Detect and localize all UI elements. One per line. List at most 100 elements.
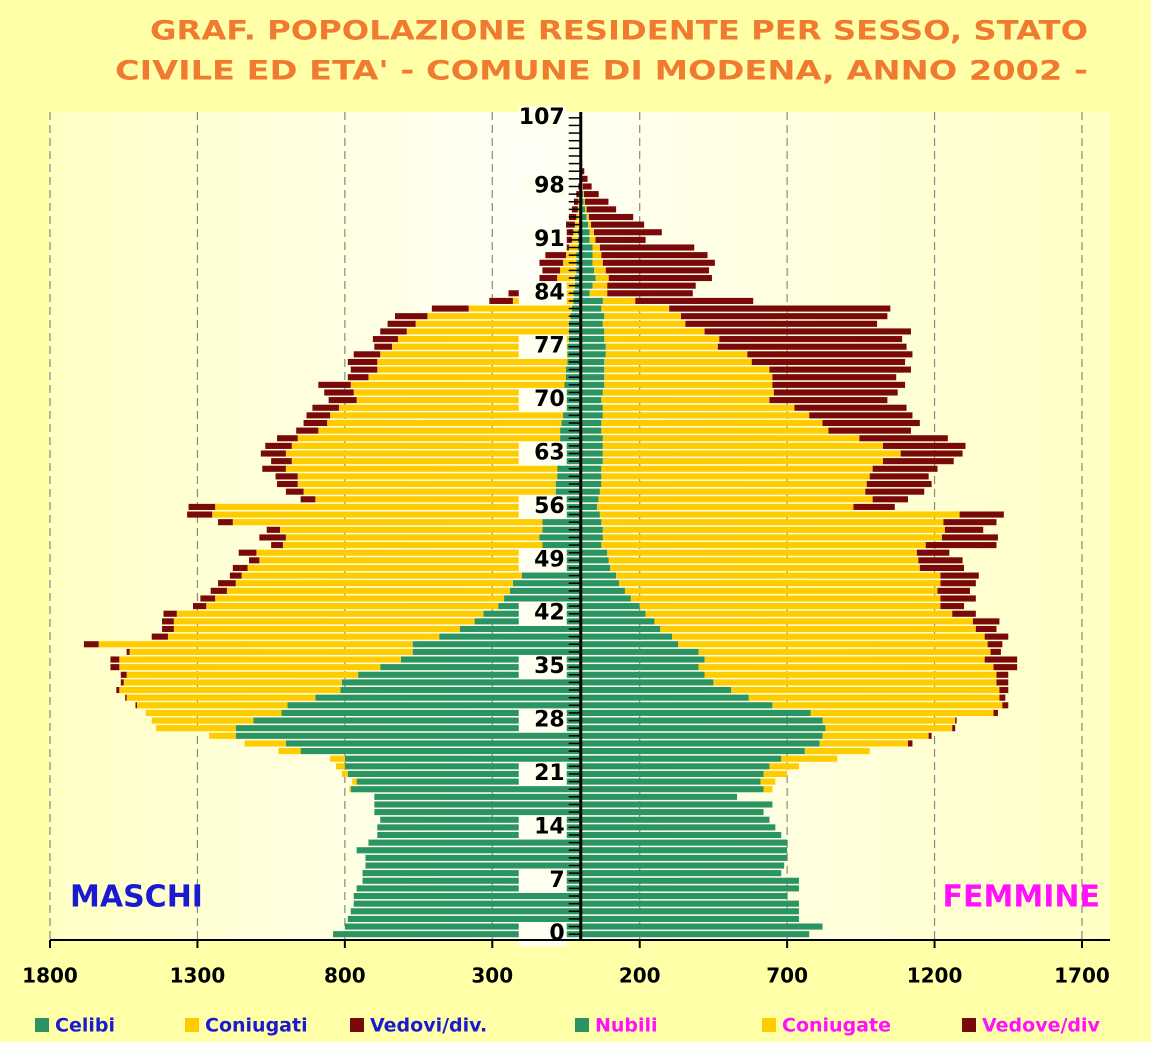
chart-title: CIVILE ED ETA' - COMUNE DI MODENA, ANNO … — [115, 56, 1088, 87]
bar — [253, 717, 581, 724]
bar — [584, 198, 609, 205]
bar — [605, 351, 748, 358]
bar — [555, 480, 581, 488]
bar — [919, 564, 965, 572]
y-tick-label-bg — [518, 548, 567, 573]
bar — [580, 702, 773, 709]
bar — [959, 511, 1004, 518]
bar — [869, 473, 929, 480]
y-tick-label-bg — [518, 227, 567, 252]
bar — [397, 336, 569, 343]
bar — [616, 572, 941, 579]
bar — [604, 328, 705, 335]
bar — [241, 572, 522, 579]
bar — [580, 549, 608, 556]
bar — [952, 610, 976, 617]
bar — [380, 351, 568, 358]
bar — [427, 313, 571, 320]
bar — [882, 442, 966, 449]
bar — [822, 419, 920, 427]
bar — [580, 320, 603, 327]
bar — [406, 328, 569, 335]
bar — [900, 450, 963, 457]
bar — [580, 892, 788, 900]
bar — [545, 252, 566, 259]
bar — [392, 343, 568, 350]
legend-label: Coniugati — [205, 1015, 308, 1037]
bar — [306, 412, 331, 419]
bar — [368, 839, 581, 846]
y-tick-label: 7 — [549, 868, 564, 893]
y-tick-label-bg — [518, 441, 567, 466]
bar — [285, 450, 559, 457]
bar — [353, 892, 581, 900]
bar — [271, 542, 283, 549]
bar — [619, 580, 941, 587]
bar — [580, 709, 811, 716]
x-tick-label: 300 — [471, 964, 513, 988]
bar — [607, 549, 917, 556]
bar — [238, 549, 257, 556]
bar — [580, 534, 603, 541]
bar — [580, 358, 605, 366]
bar — [604, 381, 773, 388]
bar — [580, 442, 603, 449]
y-tick-label: 84 — [534, 280, 565, 305]
bar — [583, 198, 585, 205]
bar — [601, 427, 829, 434]
bar — [580, 297, 603, 304]
bar — [374, 809, 581, 816]
bar — [521, 572, 581, 579]
bar — [358, 671, 581, 678]
bar — [328, 397, 357, 404]
bar — [819, 740, 909, 747]
bar — [581, 168, 585, 175]
bar — [608, 557, 919, 564]
bar — [249, 557, 260, 564]
bar — [604, 336, 720, 343]
y-tick-label: 49 — [534, 547, 565, 572]
bar — [865, 488, 925, 495]
bar — [129, 648, 413, 655]
bar — [206, 603, 499, 610]
bar — [193, 603, 207, 610]
bar — [110, 656, 120, 663]
bar — [580, 809, 764, 816]
bar — [151, 633, 168, 640]
bar — [580, 595, 631, 602]
bar — [353, 900, 581, 907]
bar — [580, 336, 605, 343]
bar — [713, 679, 997, 686]
bar — [83, 641, 99, 648]
bar — [580, 244, 593, 251]
bar — [822, 732, 929, 739]
bar — [704, 328, 911, 335]
bar — [580, 313, 605, 320]
bar — [580, 381, 605, 388]
bar — [459, 625, 581, 633]
bar — [259, 534, 286, 541]
bar — [602, 534, 942, 541]
side-label: MASCHI — [70, 880, 203, 915]
y-tick-label: 91 — [534, 227, 565, 252]
bar — [580, 686, 732, 694]
bar — [120, 671, 127, 678]
bar — [256, 549, 540, 556]
bar — [580, 427, 602, 434]
bar — [589, 236, 596, 243]
bar — [602, 404, 795, 411]
bar — [580, 755, 782, 762]
bar — [928, 732, 932, 739]
bar — [232, 519, 543, 526]
bar — [580, 221, 589, 228]
y-tick-label-bg — [518, 655, 567, 680]
bar — [580, 503, 597, 510]
bar — [394, 313, 428, 320]
y-tick-label: 28 — [534, 708, 565, 733]
legend-label: Vedove/div — [982, 1015, 1101, 1037]
bar — [349, 786, 351, 793]
bar — [866, 480, 932, 488]
bar — [580, 625, 661, 633]
bar — [853, 503, 895, 510]
bar — [315, 496, 555, 503]
